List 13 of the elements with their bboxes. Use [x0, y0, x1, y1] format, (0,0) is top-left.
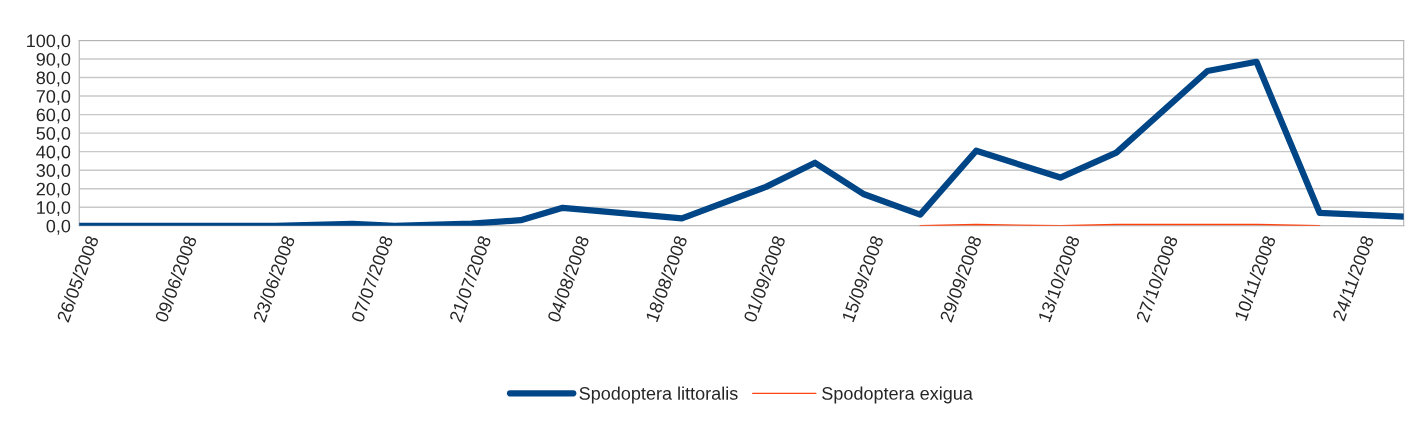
- y-tick-label: 60,0: [36, 108, 71, 124]
- y-tick-label: 50,0: [36, 127, 71, 142]
- y-tick-label: 0,0: [46, 219, 71, 235]
- y-tick-label: 10,0: [37, 201, 71, 217]
- y-tick-label: 80,0: [36, 71, 71, 87]
- y-tick-label: 40,0: [36, 145, 71, 161]
- legend-label: Spodoptera exigua: [822, 386, 973, 404]
- y-tick-label: 90,0: [36, 52, 71, 68]
- y-tick-label: 30,0: [36, 164, 71, 180]
- y-tick-label: 100,0: [27, 34, 71, 50]
- y-tick-label: 70,0: [36, 90, 71, 105]
- legend-label: Spodoptera littoralis: [579, 386, 738, 404]
- y-tick-label: 20,0: [36, 182, 71, 198]
